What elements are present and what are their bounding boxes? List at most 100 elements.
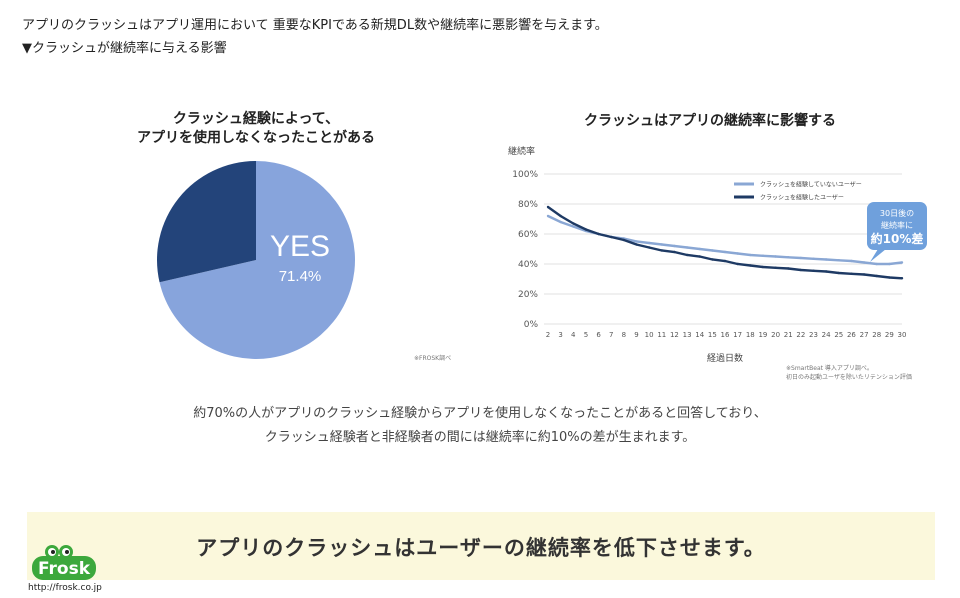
callout-text: 継続率に — [881, 220, 913, 230]
x-tick-label: 4 — [571, 331, 576, 339]
x-tick-label: 22 — [796, 331, 805, 339]
section-heading: ▼クラッシュが継続率に与える影響 — [22, 41, 227, 56]
line-source-line: ※SmartBeat 導入アプリ調べ。 — [786, 365, 873, 372]
logo-wordmark: Frosk — [38, 559, 91, 579]
x-tick-label: 16 — [721, 331, 730, 339]
x-axis-label: 経過日数 — [707, 352, 743, 364]
data-point — [546, 205, 550, 209]
intro-text: アプリのクラッシュはアプリ運用において 重要なKPIである新規DL数や継続率に悪… — [22, 14, 608, 60]
data-point — [685, 253, 689, 257]
x-tick-label: 29 — [885, 331, 894, 339]
x-tick-label: 25 — [834, 331, 843, 339]
data-point — [787, 256, 790, 259]
y-tick-label: 80% — [518, 200, 538, 210]
x-tick-label: 24 — [822, 331, 831, 339]
data-point — [610, 235, 613, 239]
x-tick-label: 21 — [784, 331, 793, 339]
data-point — [850, 272, 853, 275]
pie-chart: YES 71.4% — [156, 161, 355, 359]
data-point — [824, 258, 828, 261]
x-tick-label: 17 — [733, 331, 742, 339]
data-point — [749, 264, 752, 267]
data-point — [597, 232, 600, 236]
data-point — [761, 254, 765, 257]
pie-source-note: ※FROSK調べ — [414, 355, 452, 362]
data-point — [761, 265, 765, 269]
data-point — [660, 243, 663, 246]
data-point — [647, 246, 651, 249]
data-point — [900, 277, 904, 280]
x-tick-label: 14 — [695, 331, 704, 339]
legend-label: クラッシュを経験したユーザー — [760, 194, 844, 202]
data-point — [862, 273, 866, 276]
callout-box — [867, 202, 927, 250]
data-point — [635, 243, 638, 246]
x-tick-label: 9 — [634, 331, 638, 339]
data-point — [635, 240, 638, 243]
data-point — [572, 222, 575, 225]
x-tick-label: 7 — [609, 331, 613, 339]
data-point — [787, 267, 790, 270]
y-tick-label: 40% — [518, 260, 538, 270]
data-point — [888, 276, 891, 279]
y-tick-label: 100% — [512, 170, 538, 180]
line-chart-title: クラッシュはアプリの継続率に影響する — [584, 113, 836, 129]
data-point — [799, 256, 803, 260]
data-point — [749, 253, 752, 257]
banner-text: アプリのクラッシュはユーザーの継続率を低下させます。 — [196, 536, 766, 560]
callout-text: 30日後の — [880, 208, 914, 218]
line-chart: 継続率 0% 20% 40% 60% 80% 100% 2 3 4 5 6 7 8 9 10 11 12 13 14 1… — [508, 145, 927, 364]
data-point — [622, 238, 626, 242]
data-point — [647, 241, 651, 245]
x-tick-label: 12 — [670, 331, 679, 339]
summary-line: 約70%の人がアプリのクラッシュ経験からアプリを使用しなくなったことがあると回答… — [193, 406, 767, 421]
callout-emphasis: 約10%差 — [871, 231, 924, 246]
x-tick-label: 5 — [584, 331, 588, 339]
x-tick-label: 27 — [860, 331, 869, 339]
pie-slice — [159, 161, 355, 359]
logo-url: http://frosk.co.jp — [28, 583, 102, 593]
data-point — [698, 255, 701, 258]
data-point — [711, 249, 714, 252]
x-tick-label: 2 — [546, 331, 550, 339]
pie-value-label: 71.4% — [279, 268, 322, 285]
data-point — [685, 246, 689, 249]
legend-label: クラッシュを経験していないユーザー — [760, 181, 862, 189]
data-point — [824, 270, 828, 273]
x-tick-label: 11 — [657, 331, 666, 339]
data-point — [812, 269, 815, 272]
data-point — [875, 262, 878, 266]
data-point — [837, 259, 840, 262]
data-point — [900, 261, 904, 264]
data-point — [673, 250, 676, 254]
data-point — [723, 259, 727, 263]
y-tick-label: 60% — [518, 230, 538, 240]
x-tick-label: 18 — [746, 331, 755, 339]
x-tick-label: 28 — [872, 331, 881, 339]
data-point — [673, 244, 676, 248]
x-tick-label: 6 — [596, 331, 601, 339]
data-point — [723, 250, 727, 254]
x-tick-label: 19 — [758, 331, 767, 339]
data-point — [660, 249, 663, 252]
data-point — [572, 225, 575, 228]
y-axis-label: 継続率 — [508, 145, 535, 157]
y-tick-label: 0% — [524, 320, 539, 330]
x-tick-label: 26 — [847, 331, 856, 339]
data-point — [774, 266, 777, 269]
data-point — [799, 268, 803, 272]
data-point — [837, 271, 840, 275]
data-point — [875, 274, 878, 278]
pie-chart-title: クラッシュ経験によって、 アプリを使用しなくなったことがある — [96, 110, 416, 148]
x-tick-label: 10 — [645, 331, 654, 339]
data-point — [546, 214, 550, 218]
data-point — [812, 257, 815, 260]
x-tick-label: 15 — [708, 331, 717, 339]
line-source-note: ※SmartBeat 導入アプリ調べ。 初日のみ起動ユーザを除いたリテンション評… — [786, 364, 912, 382]
x-tick-label: 13 — [683, 331, 692, 339]
data-point — [584, 228, 588, 231]
x-tick-label: 20 — [771, 331, 780, 339]
callout-pointer — [870, 249, 886, 262]
intro-line: アプリのクラッシュはアプリ運用において 重要なKPIである新規DL数や継続率に悪… — [22, 18, 608, 33]
data-point — [559, 214, 562, 218]
